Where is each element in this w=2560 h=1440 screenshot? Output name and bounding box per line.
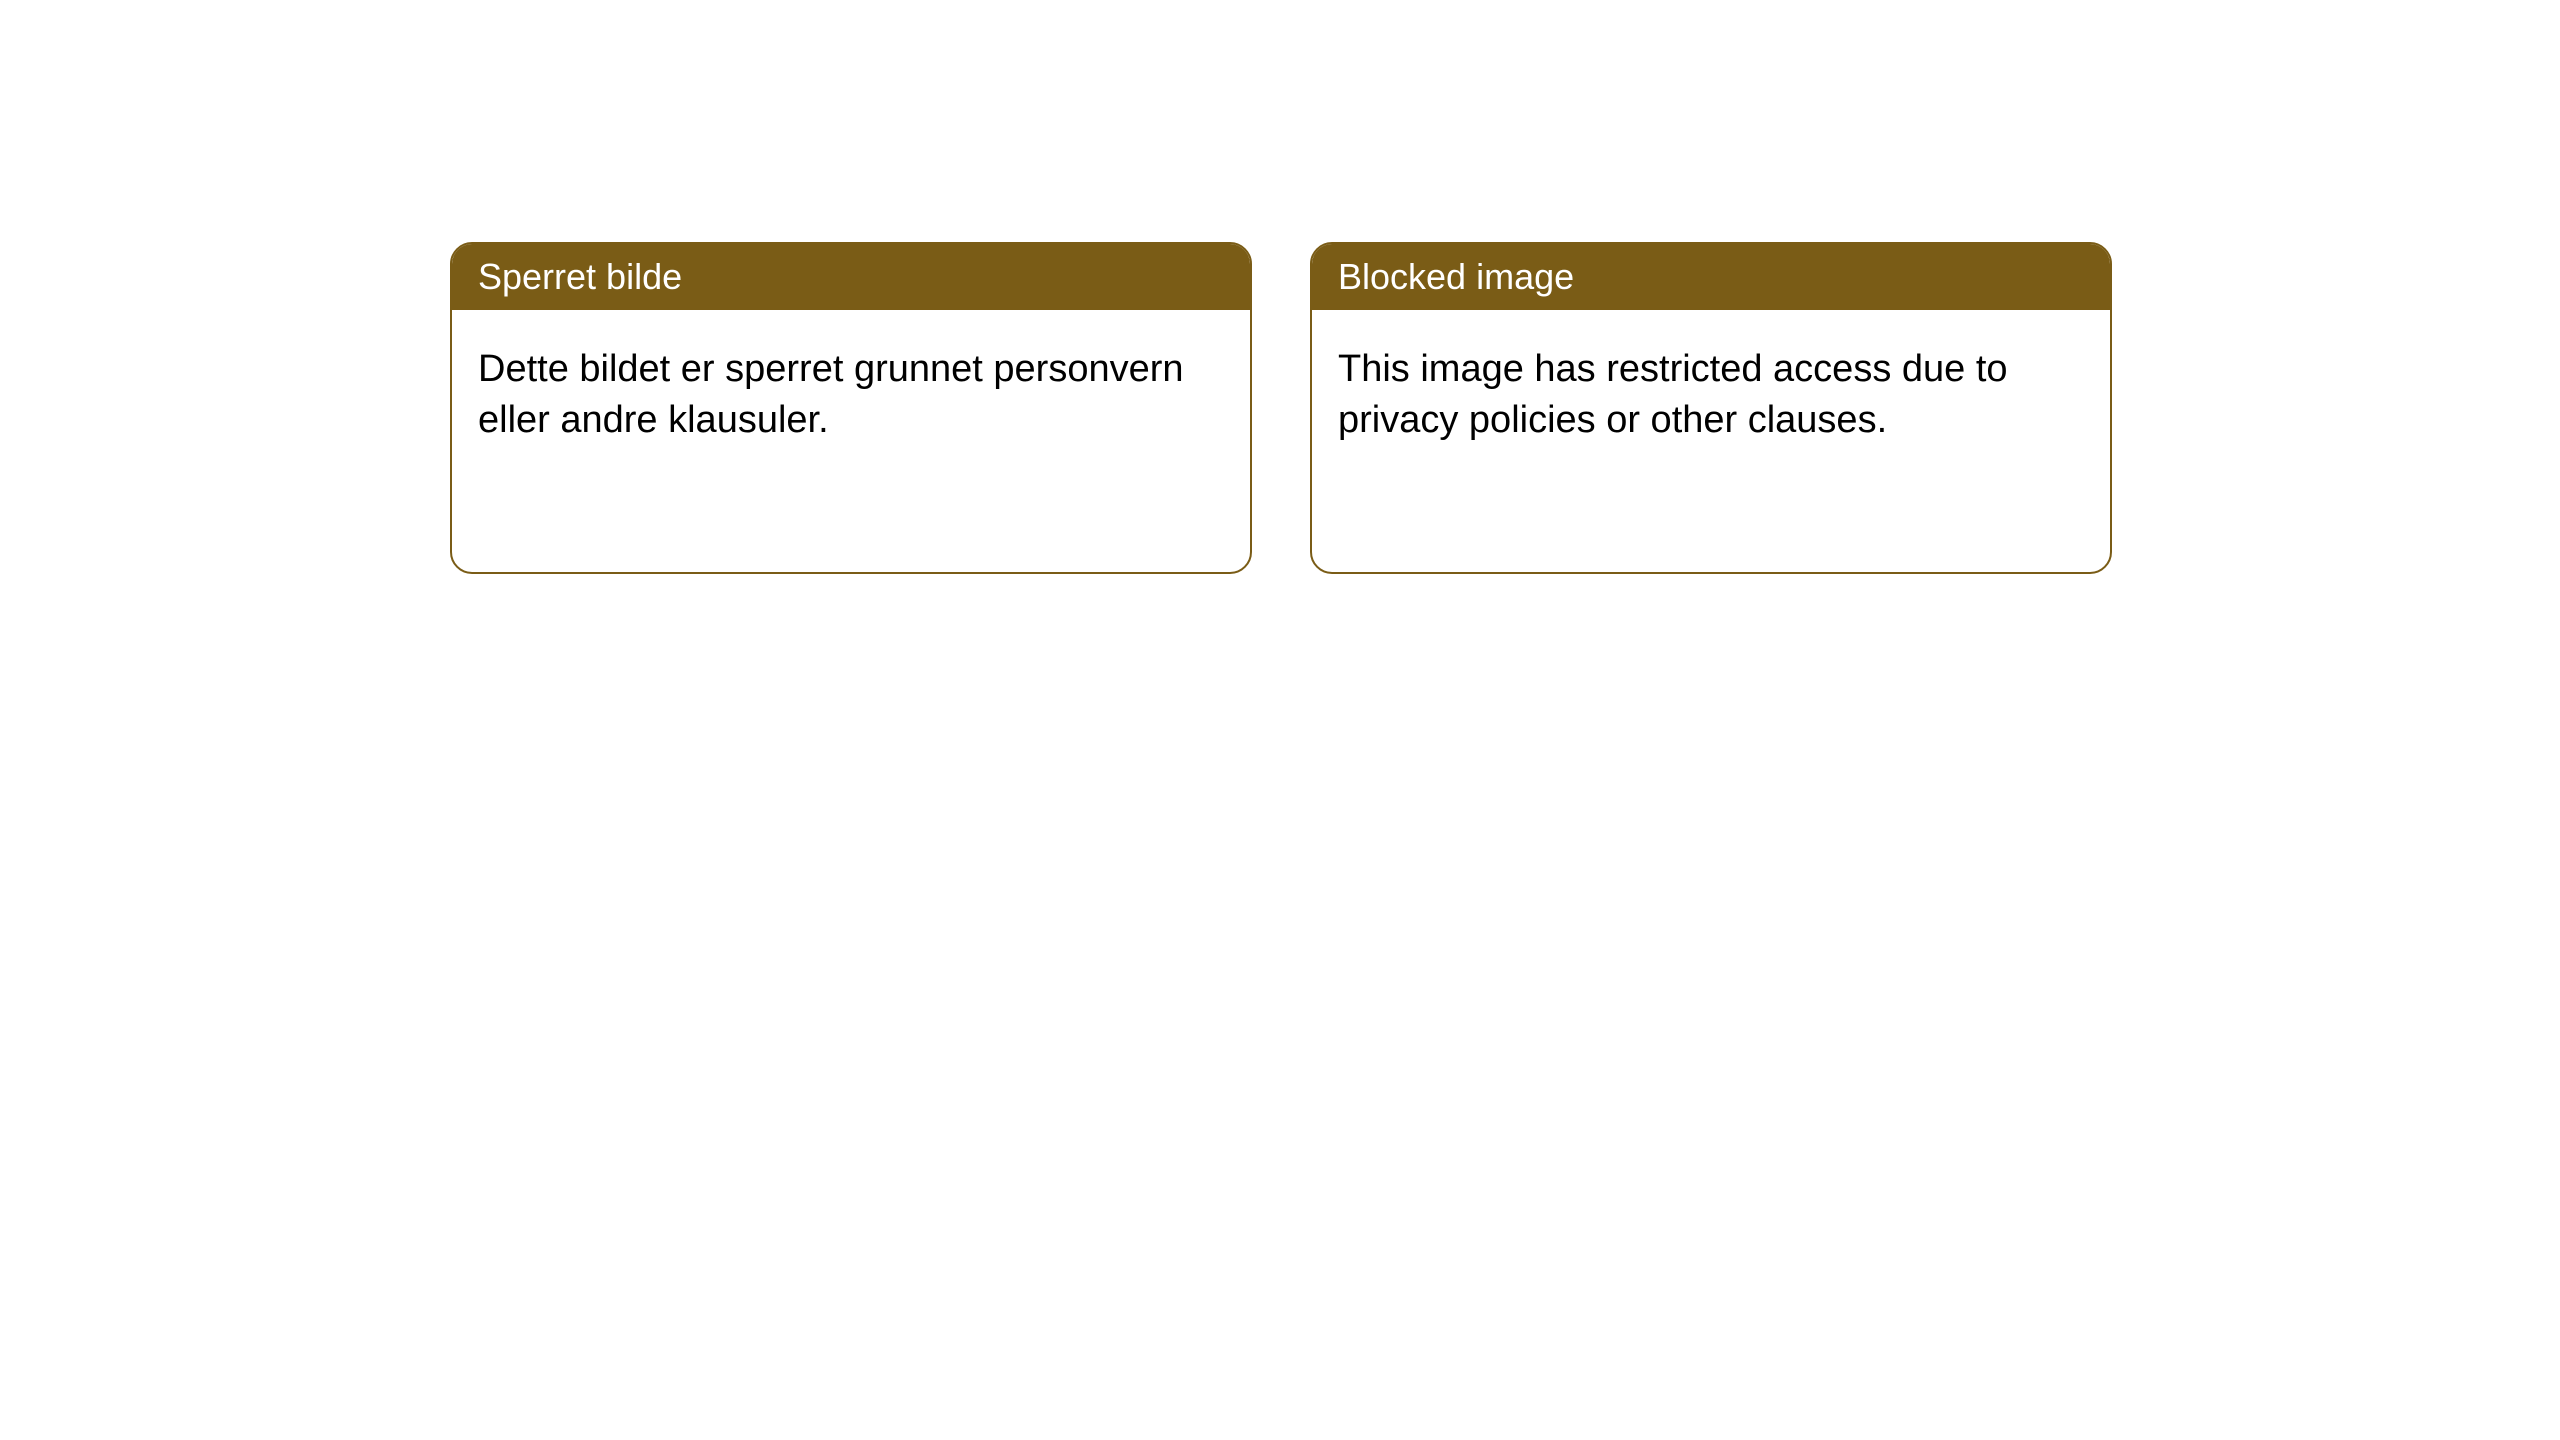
blocked-image-card-norwegian: Sperret bilde Dette bildet er sperret gr…	[450, 242, 1252, 574]
card-header-english: Blocked image	[1312, 244, 2110, 310]
card-body-english: This image has restricted access due to …	[1312, 310, 2110, 481]
blocked-image-notice-container: Sperret bilde Dette bildet er sperret gr…	[450, 242, 2112, 574]
card-header-norwegian: Sperret bilde	[452, 244, 1250, 310]
card-body-norwegian: Dette bildet er sperret grunnet personve…	[452, 310, 1250, 481]
blocked-image-card-english: Blocked image This image has restricted …	[1310, 242, 2112, 574]
